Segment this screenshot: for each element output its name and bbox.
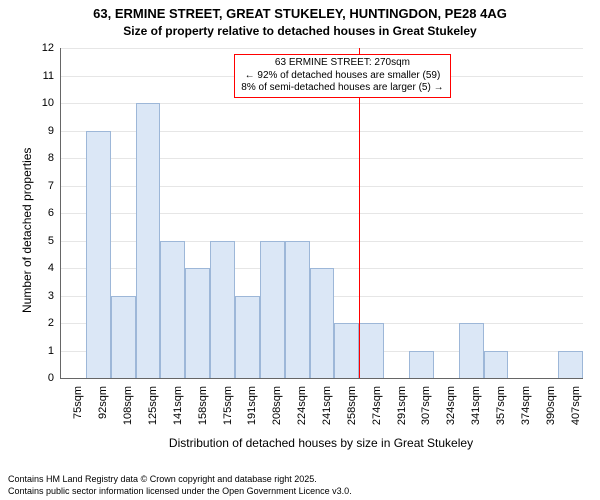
chart-title-line1: 63, ERMINE STREET, GREAT STUKELEY, HUNTI… [0,6,600,21]
y-tick-label: 0 [32,372,54,384]
footer-line1: Contains HM Land Registry data © Crown c… [8,474,317,484]
annotation-box: 63 ERMINE STREET: 270sqm← 92% of detache… [234,54,450,98]
y-tick-label: 4 [32,262,54,274]
x-tick-label: 274sqm [371,386,383,436]
x-tick-label: 241sqm [321,386,333,436]
chart-container: 63, ERMINE STREET, GREAT STUKELEY, HUNTI… [0,0,600,500]
x-tick-label: 357sqm [495,386,507,436]
bar [484,351,509,379]
bar [310,268,335,378]
y-tick-label: 7 [32,180,54,192]
bar [160,241,185,379]
bar [136,103,161,378]
bar [359,323,384,378]
x-tick-label: 92sqm [97,386,109,436]
y-tick-label: 6 [32,207,54,219]
y-tick-label: 9 [32,125,54,137]
bar [260,241,285,379]
bar [285,241,310,379]
x-tick-label: 291sqm [396,386,408,436]
x-tick-label: 374sqm [520,386,532,436]
x-tick-label: 407sqm [570,386,582,436]
x-tick-label: 108sqm [122,386,134,436]
y-tick-label: 10 [32,97,54,109]
x-tick-label: 390sqm [545,386,557,436]
bar [409,351,434,379]
x-tick-label: 141sqm [172,386,184,436]
x-axis-label: Distribution of detached houses by size … [60,436,582,450]
y-tick-label: 3 [32,290,54,302]
annotation-text-line: 63 ERMINE STREET: 270sqm [241,57,443,70]
bar [459,323,484,378]
x-tick-label: 75sqm [72,386,84,436]
plot-area: 63 ERMINE STREET: 270sqm← 92% of detache… [60,48,583,379]
y-tick-label: 11 [32,70,54,82]
bar [235,296,260,379]
bar [86,131,111,379]
bar [558,351,583,379]
bar [185,268,210,378]
x-tick-label: 208sqm [271,386,283,436]
annotation-text-line: ← 92% of detached houses are smaller (59… [241,70,443,83]
x-tick-label: 175sqm [222,386,234,436]
x-tick-label: 224sqm [296,386,308,436]
bar [111,296,136,379]
x-tick-label: 258sqm [346,386,358,436]
y-tick-label: 1 [32,345,54,357]
y-axis-label: Number of detached properties [20,148,34,313]
x-tick-label: 191sqm [246,386,258,436]
x-tick-label: 125sqm [147,386,159,436]
y-tick-label: 8 [32,152,54,164]
bar [210,241,235,379]
y-tick-label: 2 [32,317,54,329]
bar [334,323,359,378]
annotation-text-line: 8% of semi-detached houses are larger (5… [241,82,443,95]
annotation-line [359,48,360,378]
y-tick-label: 12 [32,42,54,54]
x-tick-label: 307sqm [420,386,432,436]
gridline [61,48,583,49]
footer-line2: Contains public sector information licen… [8,486,352,496]
chart-title-line2: Size of property relative to detached ho… [0,24,600,38]
x-tick-label: 158sqm [197,386,209,436]
y-tick-label: 5 [32,235,54,247]
x-tick-label: 341sqm [470,386,482,436]
x-tick-label: 324sqm [445,386,457,436]
